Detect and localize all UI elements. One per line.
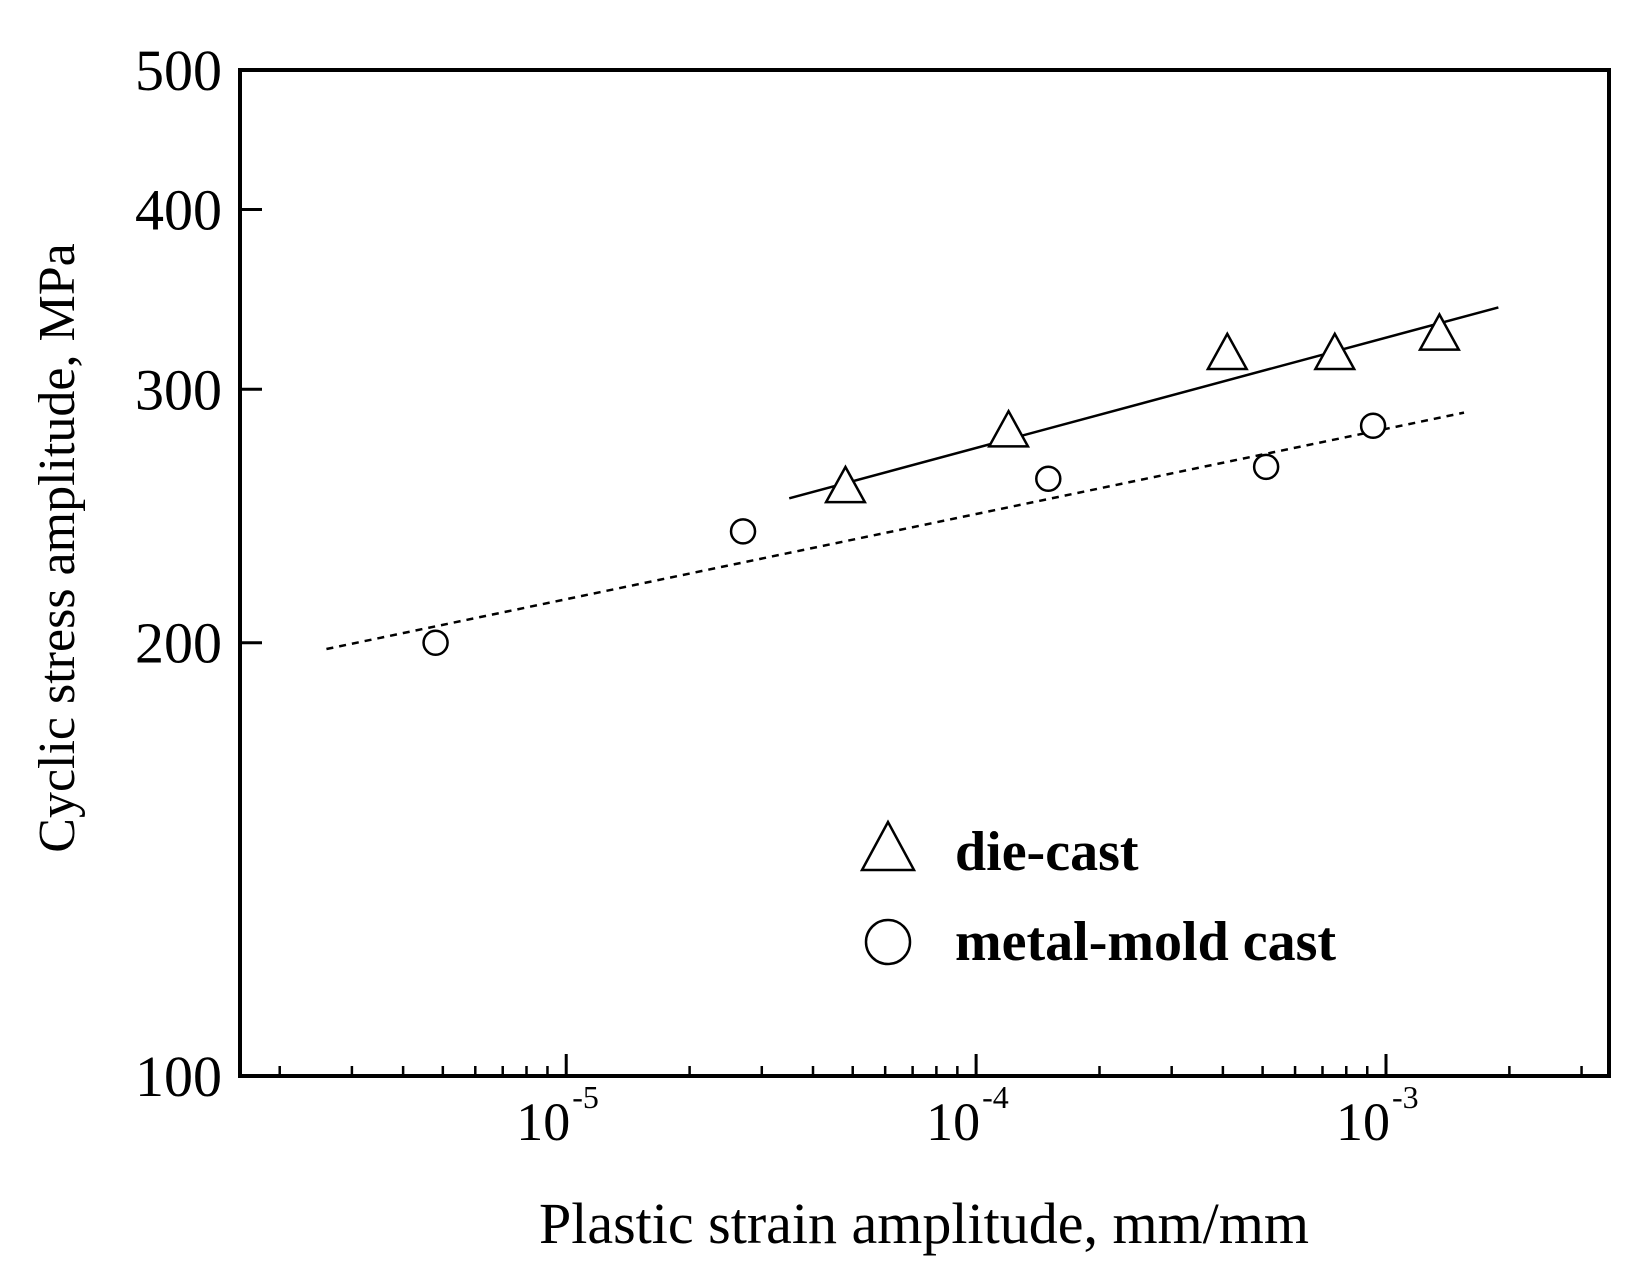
x-tick-label-exponent: -3 <box>1392 1079 1419 1115</box>
x-axis-label: Plastic strain amplitude, mm/mm <box>539 1191 1309 1256</box>
y-tick-label: 400 <box>135 177 222 242</box>
y-tick-label: 200 <box>135 611 222 676</box>
legend-metal-mold-cast-label: metal-mold cast <box>955 911 1336 973</box>
y-tick-label: 500 <box>135 38 222 103</box>
y-tick-label: 100 <box>135 1044 222 1109</box>
fit-line-die-cast <box>788 306 1499 500</box>
y-tick-labels: 100 200 300 400 500 <box>135 38 222 1109</box>
circle-marker <box>1035 465 1062 492</box>
legend: die-cast metal-mold cast <box>859 819 1336 973</box>
triangle-marker <box>1417 311 1461 351</box>
x-tick-label-base: 10 <box>516 1092 570 1152</box>
triangle-marker <box>1313 331 1357 371</box>
x-tick-label-base: 10 <box>926 1092 980 1152</box>
fit-line-metal-mold-cast <box>326 411 1465 651</box>
legend-die-cast-label: die-cast <box>955 821 1139 883</box>
x-minor-ticks <box>278 1066 1583 1076</box>
data-markers <box>422 311 1461 656</box>
legend-die-cast-marker <box>859 819 917 872</box>
x-tick-label-exponent: -4 <box>982 1079 1009 1115</box>
circle-marker <box>1359 412 1387 440</box>
circle-marker <box>729 518 757 545</box>
y-axis-ticks <box>240 68 262 1078</box>
triangle-marker <box>1205 331 1249 371</box>
x-major-ticks <box>564 1054 1388 1076</box>
x-tick-label-base: 10 <box>1336 1092 1390 1152</box>
circle-marker <box>1252 453 1280 481</box>
y-axis-label: Cyclic stress amplitude, MPa <box>29 243 86 852</box>
legend-metal-mold-cast-marker <box>864 918 912 966</box>
fit-lines <box>326 306 1499 651</box>
x-tick-labels: 10 -5 10 -4 10 -3 <box>516 1079 1418 1152</box>
triangle-marker <box>823 464 867 504</box>
plot-frame <box>238 68 1611 1078</box>
circle-marker <box>422 629 449 656</box>
y-tick-label: 300 <box>135 357 222 422</box>
triangle-marker <box>987 408 1031 448</box>
x-tick-label-exponent: -5 <box>572 1079 599 1115</box>
